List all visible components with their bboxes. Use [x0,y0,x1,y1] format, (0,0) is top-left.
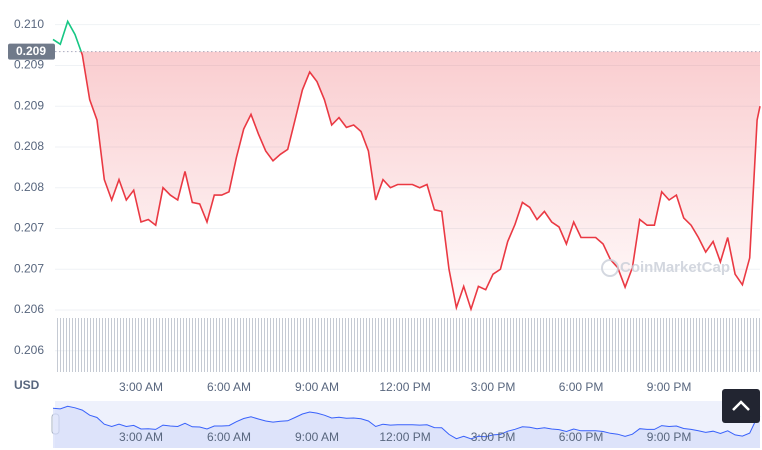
scroll-top-button[interactable] [722,389,760,423]
navigator-tick-label: 9:00 PM [647,430,692,444]
x-tick-label: 9:00 AM [295,380,339,394]
navigator-tick-label: 3:00 PM [471,430,516,444]
x-tick-label: 6:00 AM [207,380,251,394]
navigator-tick-label: 9:00 AM [295,430,339,444]
x-tick-label: 6:00 PM [559,380,604,394]
x-tick-label: 3:00 PM [471,380,516,394]
y-tick-label: 0.208 [14,139,44,153]
watermark-logo [601,259,619,277]
navigator-tick-label: 6:00 PM [559,430,604,444]
x-tick-label: 3:00 AM [119,380,163,394]
y-tick-label: 0.210 [14,17,44,31]
y-tick-label: 0.206 [14,343,44,357]
navigator-line [52,405,761,440]
currency-label: USD [14,378,40,392]
price-line-below [80,51,761,312]
reference-label: 0.209 [16,44,46,58]
navigator-tick-label: 12:00 PM [379,430,430,444]
y-tick-label: 0.209 [14,58,44,72]
y-tick-label: 0.207 [14,221,44,235]
x-tick-label: 12:00 PM [379,380,430,394]
y-tick-label: 0.206 [14,302,44,316]
volume-bars [55,318,760,372]
y-tick-label: 0.208 [14,180,44,194]
y-tick-label: 0.209 [14,98,44,112]
y-tick-label: 0.207 [14,261,44,275]
watermark: CoinMarketCap [620,259,730,276]
reference-badge [8,43,55,60]
navigator-tick-label: 6:00 AM [207,430,251,444]
navigator-area [53,406,760,448]
navigator-tick-label: 3:00 AM [119,430,163,444]
x-tick-label: 9:00 PM [647,380,692,394]
price-area [53,51,760,310]
